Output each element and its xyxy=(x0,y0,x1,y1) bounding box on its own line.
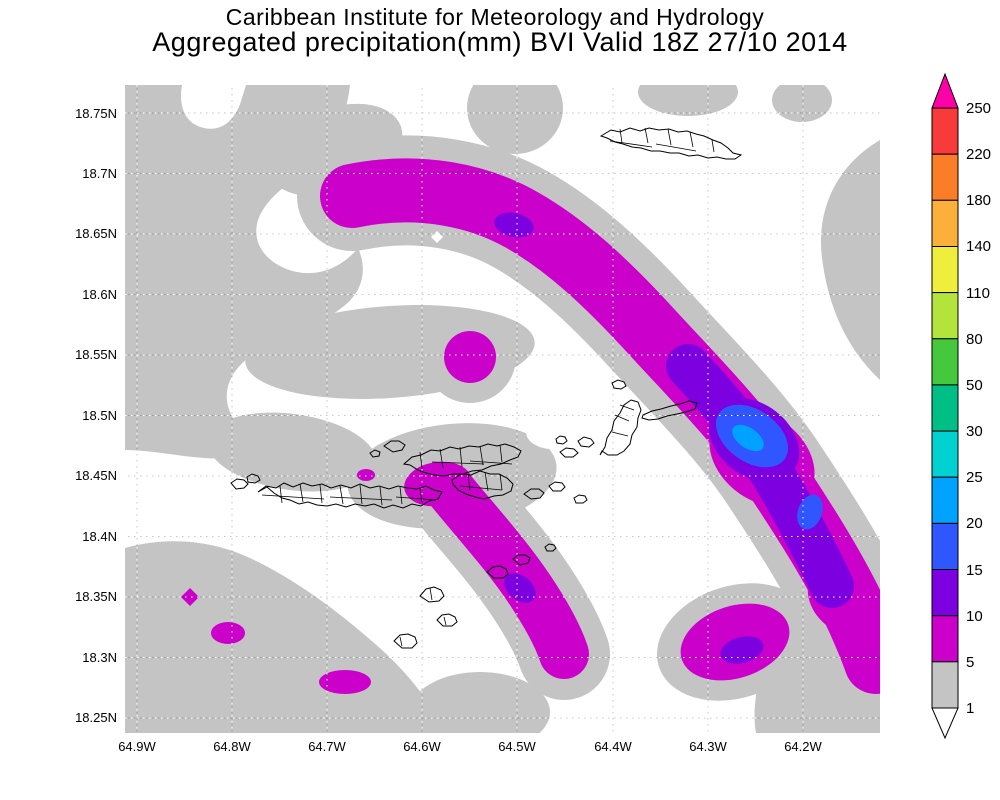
colorbar-segment xyxy=(931,292,959,340)
center-precip-blob xyxy=(444,331,496,383)
x-axis: 64.9W 64.8W 64.7W 64.6W 64.5W 64.4W 64.3… xyxy=(118,739,822,754)
blue-small-blob xyxy=(797,494,823,530)
white-hole-virgin-gorda xyxy=(526,415,578,449)
stthomas-precip-speck xyxy=(357,469,375,481)
island-anegada xyxy=(599,127,743,160)
island-virgin-gorda xyxy=(599,399,642,456)
island-st-john xyxy=(451,470,514,500)
colorbar-arrow-bottom xyxy=(931,707,959,740)
colorbar-segment xyxy=(931,338,959,386)
x-axis-label: 64.8W xyxy=(213,739,251,754)
colorbar-segment xyxy=(931,661,959,709)
precip-diamond-speck xyxy=(181,588,199,606)
colorbar-label: 80 xyxy=(966,331,983,348)
gray-bottom-connector xyxy=(410,672,550,733)
colorbar-label: 15 xyxy=(966,562,983,579)
gray-anegada-top-blob xyxy=(638,85,738,116)
colorbar-label: 25 xyxy=(966,469,983,486)
colorbar-arrow-top xyxy=(931,72,959,109)
precip-lightblue-20-25mm-layer xyxy=(732,424,764,452)
island-st-thomas xyxy=(257,482,443,509)
y-axis-label: 18.45N xyxy=(75,468,117,483)
lightblue-core xyxy=(732,424,764,452)
y-axis-label: 18.3N xyxy=(82,650,117,665)
colorbar-label: 20 xyxy=(966,515,983,532)
small-precip-blob-2 xyxy=(319,670,371,694)
colorbar-label: 30 xyxy=(966,423,983,440)
dry-white-holes xyxy=(277,415,578,544)
colorbar-segment xyxy=(931,246,959,294)
page-subtitle: Aggregated precipitation(mm) BVI Valid 1… xyxy=(152,27,848,57)
white-hole-south-stthomas xyxy=(277,498,353,544)
x-axis-label: 64.7W xyxy=(308,739,346,754)
colorbar-segment xyxy=(931,476,959,524)
colorbar: 250 220 180 140 110 80 50 30 25 20 15 10… xyxy=(931,72,991,740)
y-axis-label: 18.65N xyxy=(75,226,117,241)
violet-core-lower-band xyxy=(666,344,854,608)
x-axis-label: 64.9W xyxy=(118,739,156,754)
y-axis-label: 18.55N xyxy=(75,347,117,362)
y-axis-label: 18.35N xyxy=(75,589,117,604)
colorbar-label: 5 xyxy=(966,654,974,671)
violet-south-band-core xyxy=(504,573,536,603)
x-axis-label: 64.4W xyxy=(594,739,632,754)
small-islets xyxy=(230,379,698,649)
gray-west-islands-bridge xyxy=(207,412,377,492)
small-precip-blob-1 xyxy=(211,622,245,644)
colorbar-segment xyxy=(931,615,959,663)
y-axis-label: 18.25N xyxy=(75,710,117,725)
x-axis-label: 64.2W xyxy=(784,739,822,754)
violet-bottomright-core xyxy=(720,636,764,664)
colorbar-label: 1 xyxy=(966,700,974,717)
colorbar-label: 50 xyxy=(966,377,983,394)
colorbar-segment xyxy=(931,153,959,201)
colorbar-label: 250 xyxy=(966,100,991,117)
colorbar-label: 220 xyxy=(966,146,991,163)
x-axis-label: 64.5W xyxy=(498,739,536,754)
band-start-blob xyxy=(326,175,398,217)
y-axis-label: 18.75N xyxy=(75,106,117,121)
colorbar-label: 180 xyxy=(966,192,991,209)
colorbar-segment xyxy=(931,107,959,155)
gray-topright-blob xyxy=(772,85,832,122)
island-tortola xyxy=(402,443,522,477)
colorbar-segment xyxy=(931,522,959,571)
x-axis-label: 64.3W xyxy=(689,739,727,754)
y-axis-label: 18.4N xyxy=(82,529,117,544)
coastlines-layer xyxy=(230,127,743,649)
y-axis-label: 18.5N xyxy=(82,408,117,423)
y-axis-label: 18.7N xyxy=(82,166,117,181)
map-plot-area xyxy=(125,85,880,733)
colorbar-segment xyxy=(931,569,959,617)
colorbar-label: 110 xyxy=(966,285,990,302)
y-axis: 18.75N 18.7N 18.65N 18.6N 18.55N 18.5N 1… xyxy=(75,106,117,725)
y-axis-label: 18.6N xyxy=(82,287,117,302)
violet-spot-upper-band xyxy=(494,212,534,238)
colorbar-label: 140 xyxy=(966,238,991,255)
colorbar-label: 10 xyxy=(966,608,983,625)
gray-left-mass xyxy=(125,85,363,459)
colorbar-segment xyxy=(931,430,959,478)
x-axis-label: 64.6W xyxy=(403,739,441,754)
gray-right-edge-band xyxy=(820,140,880,380)
parish-boundary-mesh xyxy=(261,127,715,647)
page-title: Caribbean Institute for Meteorology and … xyxy=(225,4,765,30)
colorbar-segment xyxy=(931,199,959,248)
gray-top-blob xyxy=(467,85,563,154)
colorbar-segment xyxy=(931,384,959,432)
